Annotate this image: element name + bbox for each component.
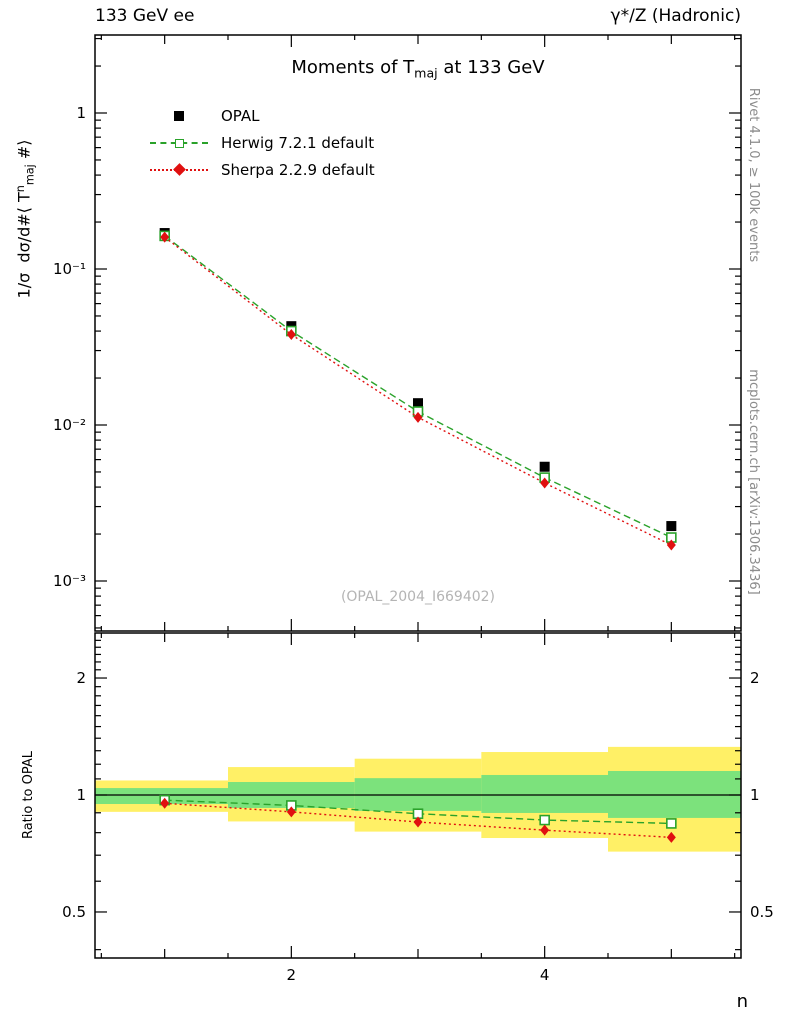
svg-text:10⁻²: 10⁻² (53, 416, 86, 434)
opal-marker-swatch (150, 108, 208, 124)
herwig-marker-swatch (150, 135, 208, 151)
svg-text:10⁻³: 10⁻³ (53, 572, 86, 590)
legend-item-herwig: Herwig 7.2.1 default (150, 129, 375, 156)
main-series-herwig (159, 230, 677, 543)
svg-text:4: 4 (540, 966, 550, 984)
legend-label: Sherpa 2.2.9 default (221, 160, 375, 179)
filled-square-icon (174, 110, 184, 121)
analysis-id-watermark: (OPAL_2004_I669402) (340, 589, 496, 605)
svg-text:1: 1 (76, 104, 86, 122)
main-series-opal (159, 228, 677, 532)
y-axis-label-superscript: n (14, 185, 27, 193)
svg-text:0.5: 0.5 (62, 903, 86, 921)
y-axis-label-part: 1/σ dσ/d#⟨ T (14, 192, 34, 299)
svg-text:2: 2 (287, 966, 297, 984)
svg-text:2: 2 (750, 669, 760, 687)
svg-text:1: 1 (750, 786, 760, 804)
plot-title-text: Moments of T (291, 57, 415, 78)
legend-item-opal: OPAL (150, 102, 375, 129)
y-axis-label-part: #⟩ (14, 139, 34, 165)
axis-tick-labels: 1 10⁻¹ 10⁻² 10⁻³ 0.5 0.5 1 1 2 2 2 4 (53, 104, 774, 984)
svg-text:0.5: 0.5 (750, 903, 774, 921)
rivet-version-credit: Rivet 4.1.0, ≥ 100k events (746, 87, 761, 263)
plot-title: Moments of Tmaj at 133 GeV (95, 57, 741, 80)
legend: OPAL Herwig 7.2.1 default Sherpa 2.2.9 d… (150, 102, 375, 183)
ratio-series-sherpa (160, 797, 676, 843)
sherpa-marker-swatch (150, 162, 208, 178)
open-square-icon (175, 138, 184, 148)
svg-text:10⁻¹: 10⁻¹ (53, 260, 86, 278)
legend-label: OPAL (221, 106, 260, 125)
panel-frames (94, 34, 742, 959)
svg-text:2: 2 (76, 669, 86, 687)
y-axis-label-main: 1/σ dσ/d#⟨ Tnmaj #⟩ (14, 69, 37, 369)
axis-ticks (95, 35, 741, 958)
legend-label: Herwig 7.2.1 default (221, 133, 375, 152)
mcplots-arxiv-credit: mcplots.cern.ch [arXiv:1306.3436] (746, 369, 761, 595)
x-axis-label: n (736, 991, 748, 1012)
header-process: γ*/Z (Hadronic) (610, 6, 741, 26)
main-series-sherpa (160, 231, 676, 551)
y-axis-label-subscript: maj (23, 164, 37, 186)
ratio-uncertainty-bands (95, 746, 741, 852)
svg-text:1: 1 (76, 786, 86, 804)
plot-title-suffix: at 133 GeV (437, 57, 545, 78)
plot-title-subscript: maj (414, 65, 438, 81)
ratio-panel-frame (94, 632, 742, 959)
header-beam-energy: 133 GeV ee (95, 6, 195, 26)
legend-item-sherpa: Sherpa 2.2.9 default (150, 156, 375, 183)
y-axis-label-ratio: Ratio to OPAL (21, 750, 36, 840)
main-panel-frame (94, 34, 742, 632)
diamond-icon (173, 162, 186, 176)
